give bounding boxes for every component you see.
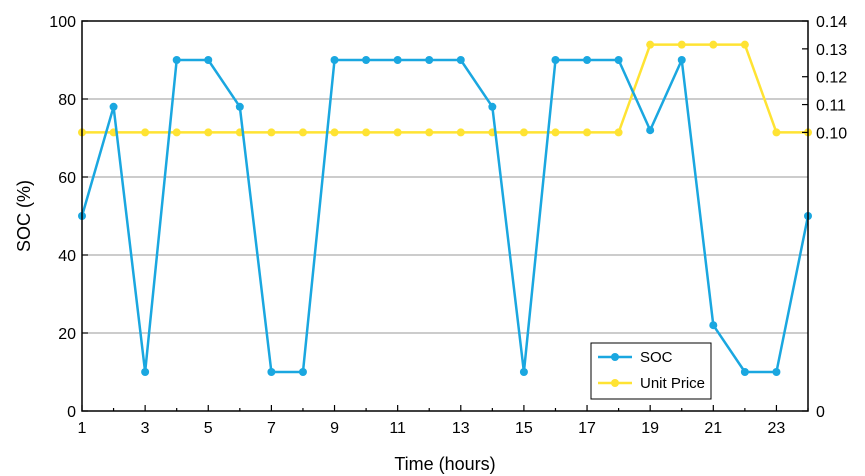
x-tick-label: 19 — [641, 420, 659, 437]
y-right-tick-label: 0.11 — [816, 98, 846, 115]
data-point-soc — [425, 56, 434, 64]
data-point-soc — [362, 56, 371, 64]
y-left-tick-label: 0 — [67, 404, 76, 421]
y-left-tick-label: 20 — [58, 326, 76, 343]
y-left-tick-label: 100 — [49, 14, 76, 31]
data-point-soc — [235, 102, 244, 111]
legend: SOC Unit Price — [590, 342, 712, 400]
data-point-price — [298, 128, 307, 137]
data-point-price — [614, 128, 623, 137]
data-point-price — [456, 128, 465, 137]
x-tick-label: 5 — [204, 420, 213, 437]
data-point-soc — [109, 102, 118, 111]
data-point-soc — [709, 321, 718, 330]
data-point-soc — [267, 368, 276, 376]
data-point-price — [393, 128, 402, 137]
data-point-soc — [204, 56, 213, 64]
x-tick-label: 15 — [515, 420, 533, 437]
data-point-soc — [551, 56, 560, 64]
x-tick-label: 1 — [78, 420, 87, 437]
data-point-price — [646, 40, 655, 49]
x-tick-label: 7 — [267, 420, 276, 437]
data-point-price — [267, 128, 276, 137]
plot-frame — [81, 20, 809, 412]
data-point-price — [551, 128, 560, 137]
data-point-soc — [330, 56, 339, 64]
legend-label-price: Unit Price — [640, 375, 705, 392]
y-left-tick-label: 80 — [58, 92, 76, 109]
x-tick-label: 11 — [389, 420, 406, 437]
y-left-tick-label: 60 — [58, 170, 76, 187]
data-point-price — [709, 40, 718, 49]
data-point-soc — [172, 56, 181, 64]
data-point-soc — [519, 368, 528, 376]
data-point-soc — [772, 368, 781, 376]
y-right-tick-label: 0 — [816, 404, 825, 421]
data-point-soc — [677, 56, 686, 64]
y-right-tick-label: 0.14 — [816, 14, 847, 31]
y-right-tick-label: 0.13 — [816, 42, 847, 59]
data-point-price — [519, 128, 528, 137]
data-point-price — [677, 40, 686, 49]
x-tick-label: 23 — [768, 420, 786, 437]
y-left-tick-label: 40 — [58, 248, 76, 265]
data-point-soc — [141, 368, 150, 376]
x-axis-title: Time (hours) — [394, 454, 495, 474]
data-point-price — [740, 40, 749, 49]
legend-marker-soc — [611, 353, 619, 361]
data-point-price — [425, 128, 434, 137]
series-layer — [78, 40, 812, 376]
data-point-soc — [393, 56, 402, 64]
data-point-soc — [740, 368, 749, 376]
data-point-soc — [456, 56, 465, 64]
x-tick-label: 13 — [452, 420, 470, 437]
y-right-tick-label: 0.10 — [816, 125, 847, 142]
data-point-price — [172, 128, 181, 137]
legend-box — [590, 342, 712, 400]
x-tick-label: 9 — [330, 420, 339, 437]
legend-marker-price — [611, 379, 619, 387]
x-tick-label: 3 — [141, 420, 150, 437]
data-point-soc — [488, 102, 497, 111]
legend-label-soc: SOC — [640, 349, 673, 366]
series-line-price — [82, 43, 808, 134]
data-point-price — [204, 128, 213, 137]
data-point-price — [772, 128, 781, 137]
y-right-tick-label: 0.12 — [816, 70, 847, 87]
series-line-soc — [80, 58, 810, 374]
data-point-price — [583, 128, 592, 137]
data-point-price — [141, 128, 150, 137]
x-tick-label: 21 — [704, 420, 722, 437]
data-point-price — [330, 128, 339, 137]
data-point-soc — [646, 126, 655, 135]
data-point-soc — [614, 56, 623, 64]
data-point-soc — [583, 56, 592, 64]
y-axis-title: SOC (%) — [14, 180, 34, 252]
x-tick-label: 17 — [578, 420, 596, 437]
data-point-price — [362, 128, 371, 137]
data-point-soc — [298, 368, 307, 376]
